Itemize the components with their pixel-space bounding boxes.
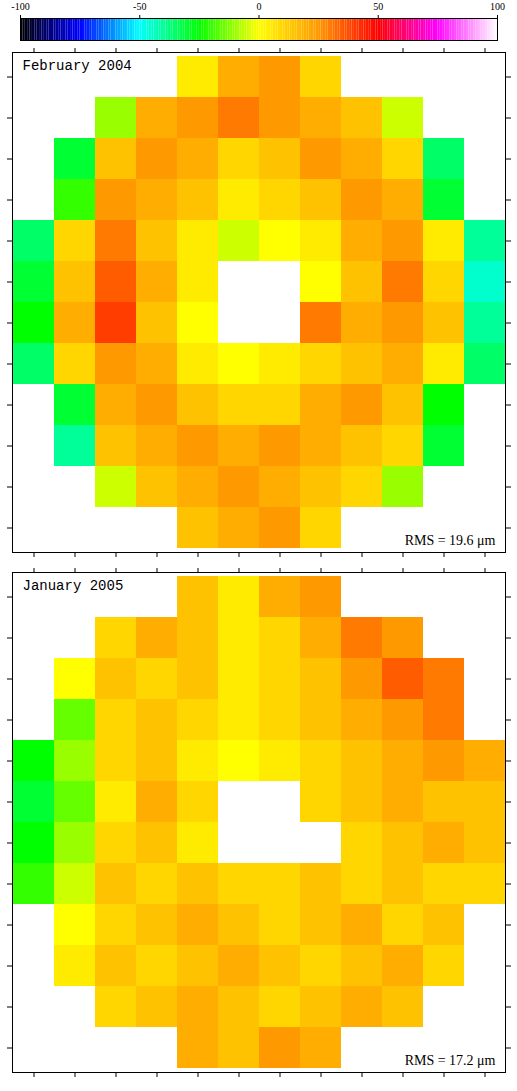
svg-text:100: 100 — [490, 1, 505, 12]
svg-text:January 2005: January 2005 — [23, 578, 124, 594]
svg-text:-100: -100 — [11, 1, 29, 12]
svg-text:RMS = 17.2 μm: RMS = 17.2 μm — [405, 1053, 496, 1068]
svg-text:50: 50 — [373, 1, 383, 12]
svg-text:-50: -50 — [133, 1, 146, 12]
svg-text:0: 0 — [257, 1, 262, 12]
svg-text:RMS = 19.6 μm: RMS = 19.6 μm — [405, 533, 496, 548]
svg-text:February 2004: February 2004 — [23, 58, 132, 74]
